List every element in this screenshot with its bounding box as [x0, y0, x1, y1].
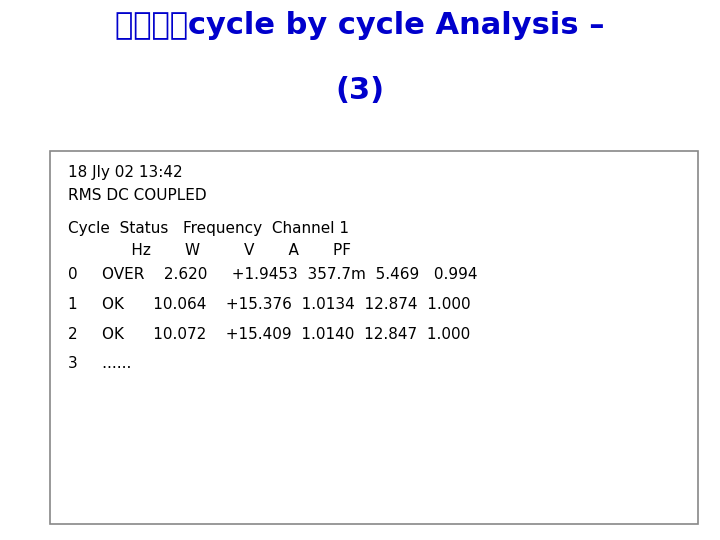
Text: Hz       W         V       A       PF: Hz W V A PF: [68, 243, 351, 258]
Text: 週期分析cycle by cycle Analysis –: 週期分析cycle by cycle Analysis –: [115, 11, 605, 40]
Text: 2     OK      10.072    +15.409  1.0140  12.847  1.000: 2 OK 10.072 +15.409 1.0140 12.847 1.000: [68, 327, 471, 342]
Text: RMS DC COUPLED: RMS DC COUPLED: [68, 188, 207, 203]
Text: 3     ......: 3 ......: [68, 356, 132, 372]
Text: 0     OVER    2.620     +1.9453  357.7m  5.469   0.994: 0 OVER 2.620 +1.9453 357.7m 5.469 0.994: [68, 267, 478, 282]
Text: 18 Jly 02 13:42: 18 Jly 02 13:42: [68, 165, 183, 180]
Text: 1     OK      10.064    +15.376  1.0134  12.874  1.000: 1 OK 10.064 +15.376 1.0134 12.874 1.000: [68, 297, 471, 312]
Text: Cycle  Status   Frequency  Channel 1: Cycle Status Frequency Channel 1: [68, 221, 349, 237]
Text: (3): (3): [336, 76, 384, 105]
